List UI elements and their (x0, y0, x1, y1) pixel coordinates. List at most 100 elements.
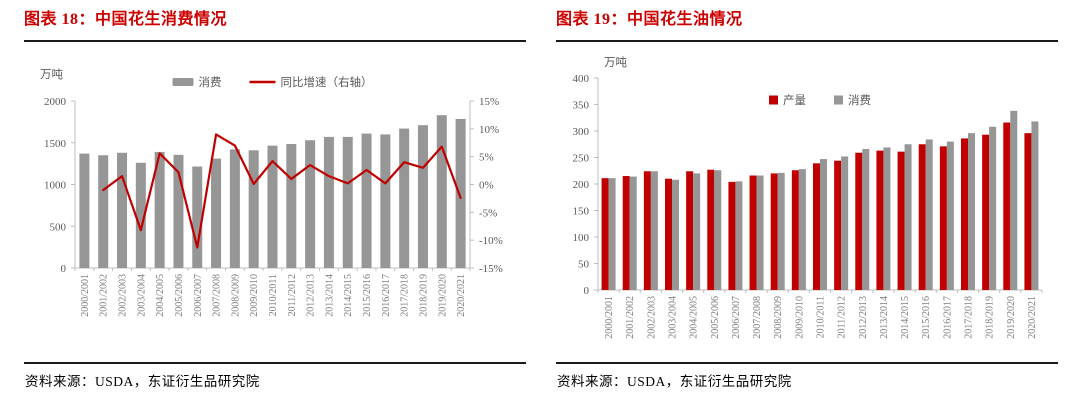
svg-text:万吨: 万吨 (604, 56, 627, 69)
legend-bar-swatch (172, 78, 194, 86)
bar (749, 175, 757, 290)
yoy-growth-line (102, 133, 462, 249)
bar (98, 155, 109, 268)
legend: 消费 同比增速（右轴） (172, 75, 373, 89)
bar (693, 173, 701, 290)
x-tick-label: 2011/2012 (837, 296, 848, 338)
svg-text:-15%: -15% (479, 263, 503, 275)
axes: 万吨 0 500 1000 1500 2000 -15% -10% -5% 0% 5% 10% 15% (40, 68, 503, 275)
svg-text:15%: 15% (479, 96, 499, 108)
x-tick-label: 2013/2014 (324, 274, 335, 317)
bar (883, 147, 891, 290)
x-tick-label: 2019/2020 (1006, 296, 1017, 339)
bar (714, 170, 722, 290)
svg-text:400: 400 (573, 73, 590, 85)
legend: 产量 消费 (769, 93, 871, 107)
bar (154, 151, 165, 268)
legend-label: 产量 (783, 93, 806, 107)
x-tick-label: 2020/2021 (456, 274, 467, 317)
bar (229, 149, 240, 268)
bar (323, 136, 334, 268)
x-tick-label: 2005/2006 (174, 274, 185, 317)
bar (417, 125, 428, 268)
bar (1024, 133, 1032, 290)
x-tick-label: 2003/2004 (668, 296, 679, 339)
bar (608, 178, 616, 290)
x-tick-label: 2015/2016 (921, 296, 932, 339)
bar (686, 171, 694, 290)
bar (791, 170, 799, 290)
legend-label: 消费 (199, 75, 222, 89)
bar (820, 159, 827, 290)
x-tick-label: 2016/2017 (381, 274, 392, 317)
svg-text:100: 100 (573, 232, 590, 244)
x-tick-label: 2004/2005 (155, 274, 166, 317)
x-tick-label: 2001/2002 (99, 274, 110, 317)
x-tick-label: 2008/2009 (773, 296, 784, 339)
bar (946, 141, 954, 290)
bar (925, 139, 933, 290)
x-tick-label: 2010/2011 (268, 274, 279, 316)
x-axis-labels: 2000/2001 2001/2002 2002/2003 2003/2004 2004… (80, 274, 467, 317)
x-tick-label: 2009/2010 (249, 274, 260, 317)
bar (707, 169, 715, 290)
bar (1031, 121, 1039, 291)
svg-text:350: 350 (573, 100, 590, 112)
bar-series-0 (79, 115, 466, 268)
bar (601, 178, 609, 290)
bar (968, 133, 975, 290)
bar (455, 118, 466, 268)
bar (211, 158, 222, 268)
bar (777, 172, 785, 290)
bar-series-1 (608, 110, 1039, 291)
bar (672, 179, 679, 290)
bar (380, 134, 391, 268)
bar (305, 140, 316, 268)
bar (834, 160, 842, 290)
svg-text:50: 50 (578, 259, 590, 271)
x-tick-label: 2006/2007 (193, 274, 204, 317)
bar (1003, 122, 1011, 291)
x-tick-label: 2016/2017 (942, 296, 953, 339)
x-tick-label: 2001/2002 (625, 296, 636, 339)
legend-label: 同比增速（右轴） (281, 75, 373, 89)
bar (756, 175, 764, 290)
x-tick-label: 2013/2014 (879, 296, 890, 339)
bar (192, 166, 203, 268)
bar (918, 144, 926, 290)
x-tick-label: 2007/2008 (752, 296, 763, 339)
svg-text:5%: 5% (479, 152, 494, 164)
legend-label: 消费 (848, 93, 871, 107)
x-tick-label: 2015/2016 (362, 274, 373, 317)
svg-text:150: 150 (573, 206, 590, 218)
bar (248, 150, 259, 268)
bar (643, 171, 651, 290)
bar (961, 138, 968, 290)
bar (173, 154, 184, 268)
source-note: 资料来源：USDA，东证衍生品研究院 (557, 374, 792, 389)
x-tick-label: 2017/2018 (400, 274, 411, 317)
source-rule (24, 362, 526, 364)
bar (982, 134, 990, 290)
bar (399, 128, 410, 268)
bar (117, 152, 128, 268)
title-rule (24, 40, 526, 42)
x-tick-label: 2014/2015 (900, 296, 911, 339)
peanut-oil-chart: 万吨 0 50 100 150 200 250 300 350 400 2000/2001 2001/… (573, 56, 1043, 339)
bar (728, 181, 736, 290)
svg-text:万吨: 万吨 (40, 68, 63, 81)
bar (841, 156, 849, 290)
bar (1010, 110, 1018, 290)
bar (862, 149, 870, 290)
bar (629, 176, 637, 290)
bar (665, 178, 672, 290)
svg-text:1000: 1000 (44, 180, 67, 192)
bar (650, 171, 658, 290)
peanut-consumption-chart: 万吨 0 500 1000 1500 2000 -15% -10% -5% 0% 5% 10% 15% 2… (40, 68, 503, 317)
x-tick-label: 2004/2005 (689, 296, 700, 339)
bar (342, 136, 353, 268)
svg-text:250: 250 (573, 153, 590, 165)
svg-text:0: 0 (584, 285, 590, 297)
x-tick-label: 2002/2003 (118, 274, 129, 317)
